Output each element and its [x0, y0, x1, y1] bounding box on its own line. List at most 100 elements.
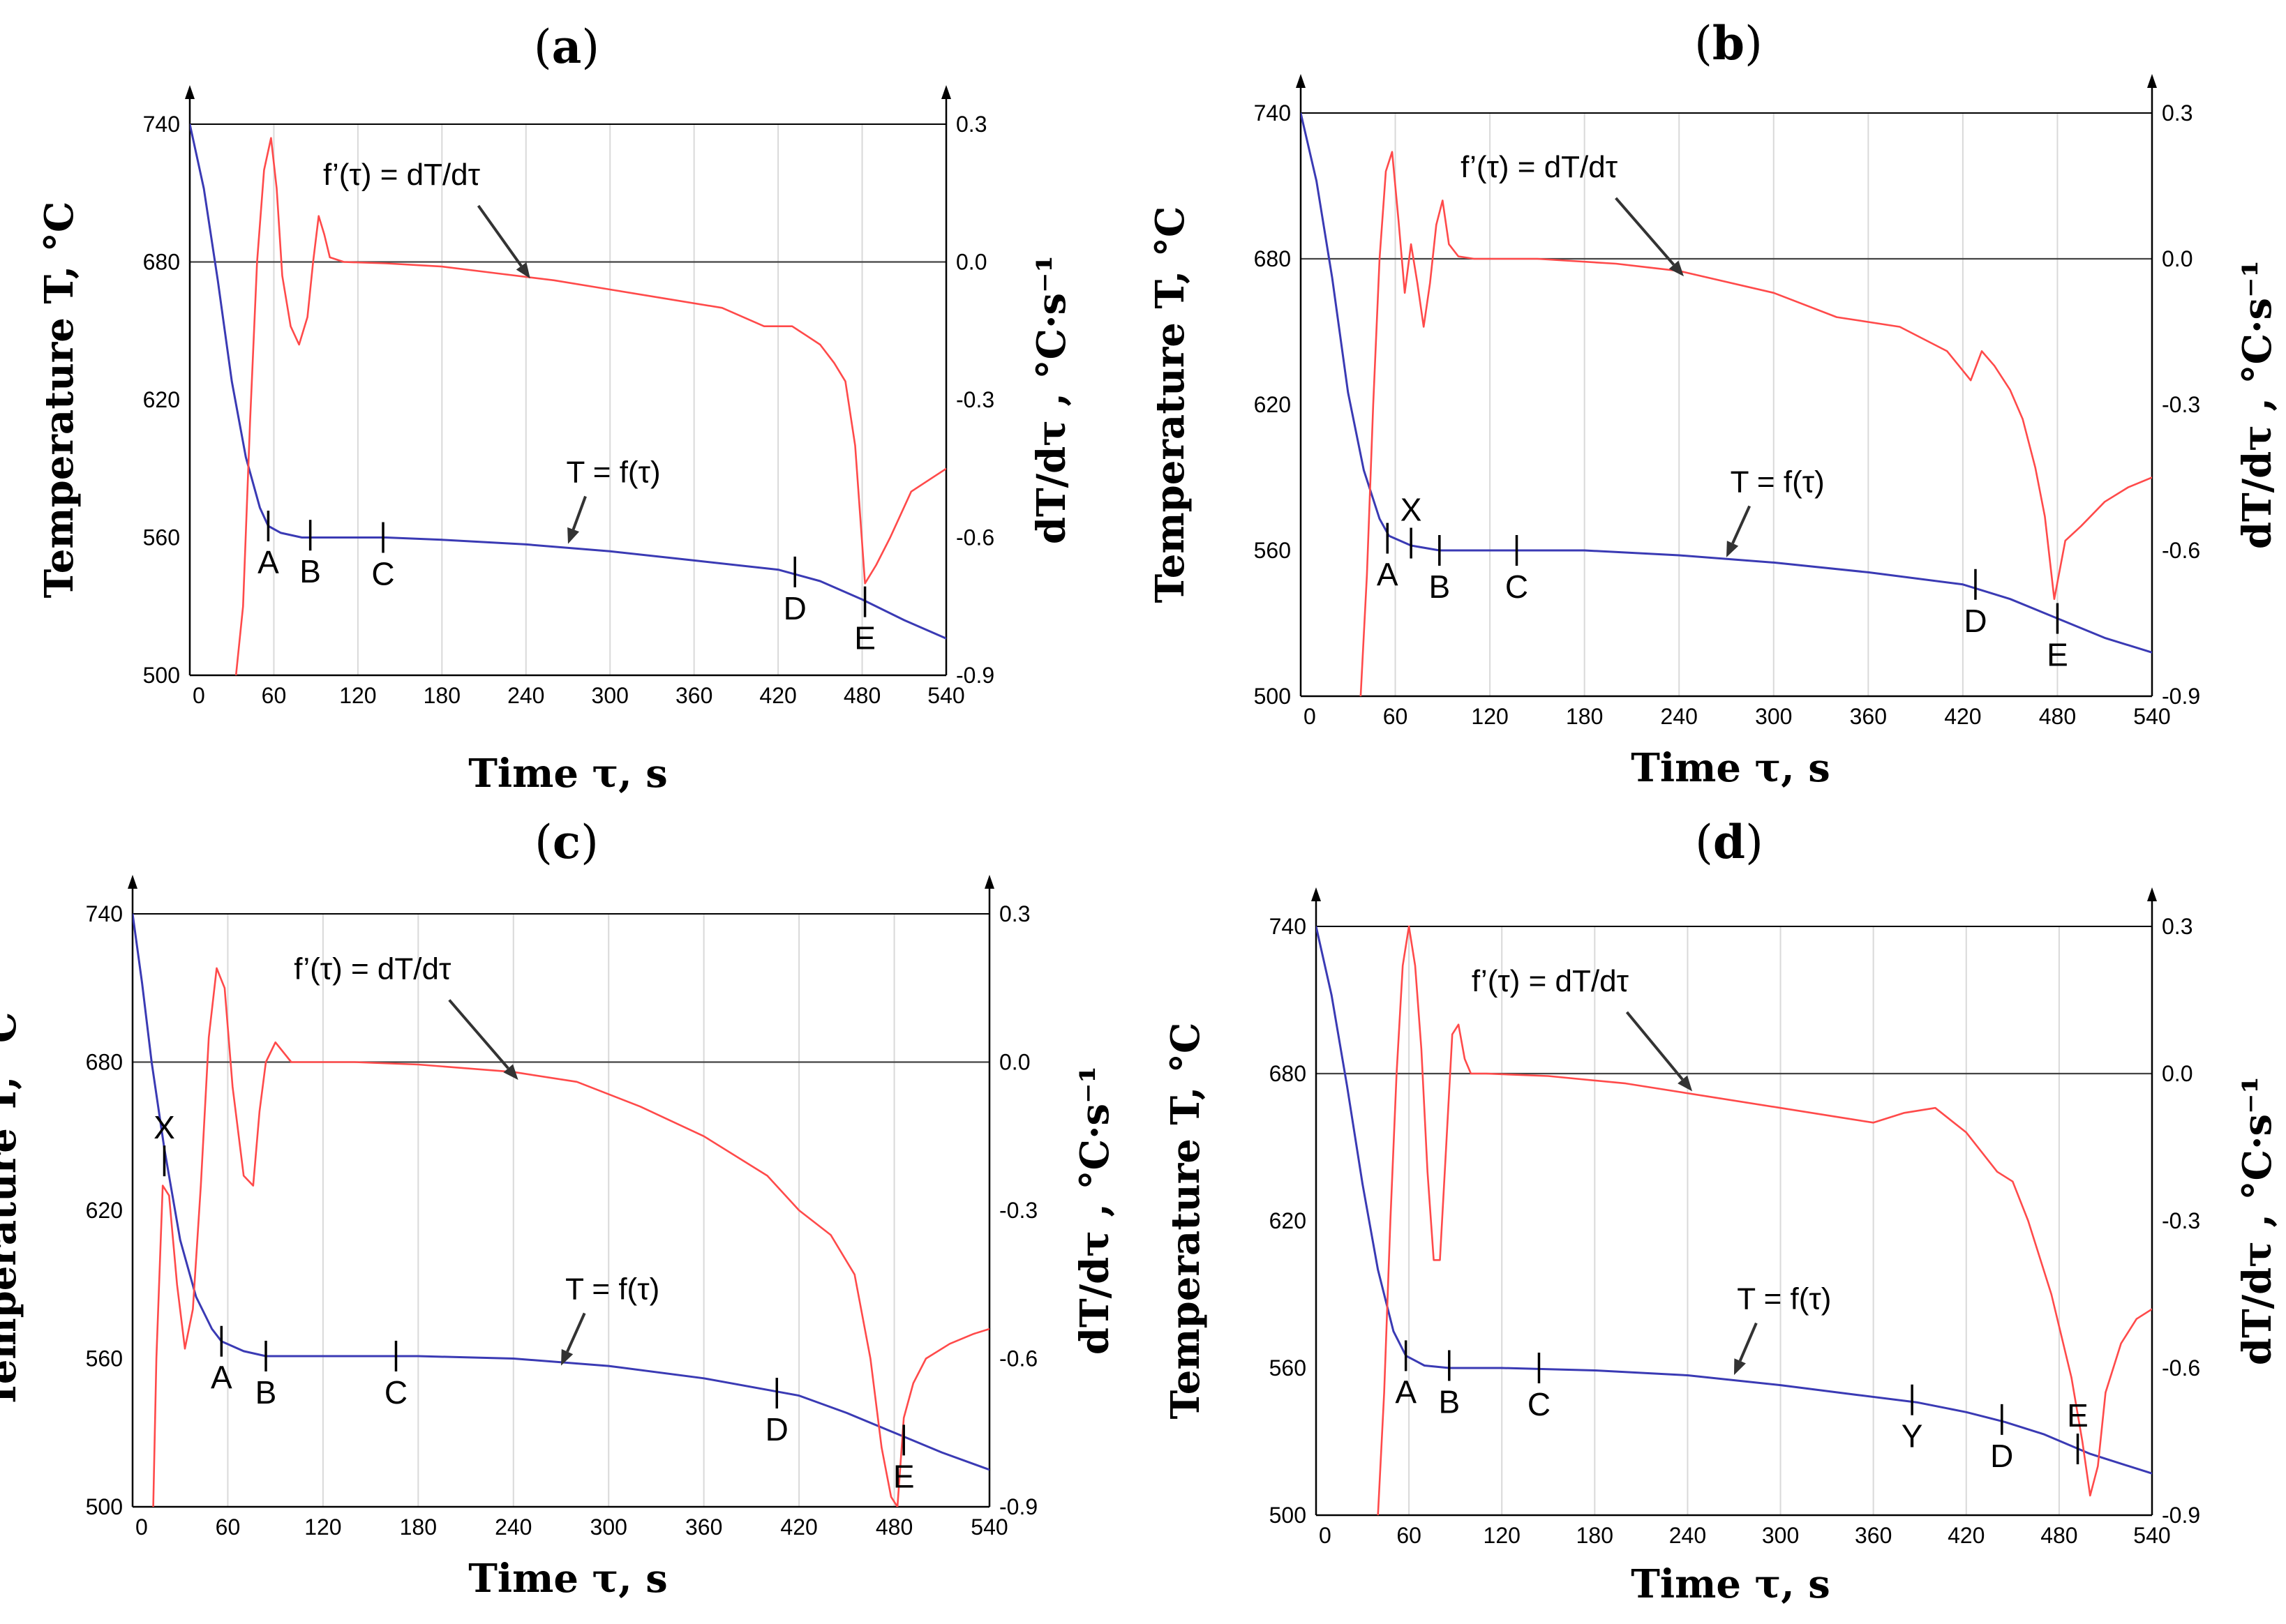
derivative-point	[913, 1383, 914, 1384]
derivative-point	[833, 362, 835, 364]
temperature-point	[1962, 584, 1964, 585]
temperature-point	[1347, 391, 1349, 393]
x-tick-label: 300	[1755, 704, 1792, 729]
x-tick-label: 480	[876, 1514, 913, 1540]
derivative-point	[853, 1274, 856, 1275]
y2-tick-label: -0.3	[956, 387, 994, 412]
temperature-point	[322, 1355, 324, 1357]
derivative-point	[168, 1195, 170, 1196]
y2-tick-label: -0.3	[2162, 392, 2200, 417]
point-marker-label: E	[2047, 637, 2068, 673]
derivative-point	[2136, 1318, 2137, 1320]
derivative-point	[235, 675, 237, 676]
x-tick-label: 360	[685, 1514, 722, 1540]
point-marker-label: B	[1428, 569, 1450, 605]
y2-tick-label: -0.6	[2162, 1355, 2200, 1381]
derivative-point	[819, 344, 821, 345]
y-tick-label: 620	[1254, 392, 1291, 417]
derivative-point	[306, 316, 308, 318]
y2-tick-label: -0.6	[956, 525, 994, 550]
y-axis-left-arrow	[1311, 887, 1321, 901]
x-tick-label: 540	[2133, 704, 2170, 729]
derivative-point	[1417, 283, 1418, 284]
derivative-point	[232, 1086, 234, 1088]
derivative-point	[2151, 476, 2152, 479]
derivative-point	[766, 1175, 768, 1177]
temperature-point	[1316, 926, 1317, 927]
derivative-point	[200, 1185, 202, 1187]
derivative-point	[1872, 1122, 1874, 1124]
derivative-point	[890, 1496, 892, 1498]
temperature-point	[1773, 562, 1775, 564]
temperature-point	[1867, 571, 1869, 573]
temperature-point	[1687, 1374, 1689, 1376]
x-tick-label: 240	[495, 1514, 532, 1540]
derivative-point	[932, 477, 933, 479]
derivative-point	[1377, 1514, 1379, 1515]
y-tick-label: 560	[1254, 538, 1291, 563]
y2-tick-label: -0.6	[2162, 538, 2200, 563]
derivative-point	[639, 1106, 641, 1108]
x-tick-label: 420	[780, 1514, 817, 1540]
y-axis-left-arrow	[128, 875, 137, 889]
temperature-point	[941, 1452, 943, 1453]
temperature-arrow-shaft	[1731, 505, 1751, 544]
temperature-point	[861, 599, 863, 601]
temperature-point	[1388, 535, 1390, 536]
y2-tick-label: -0.3	[999, 1198, 1038, 1223]
temperature-point	[1393, 1330, 1394, 1332]
point-marker-label: A	[211, 1360, 232, 1396]
temperature-point	[1331, 278, 1333, 279]
derivative-point	[2105, 1392, 2107, 1393]
temperature-point	[1779, 1384, 1781, 1386]
temperature-point	[280, 532, 282, 534]
x-axis-title: Time τ, s	[1631, 1561, 1830, 1607]
temperature-point	[893, 1432, 895, 1434]
derivative-point	[2035, 467, 2036, 469]
derivative-point	[256, 261, 258, 263]
x-tick-label: 540	[2133, 1523, 2170, 1548]
y-axis-right-arrow	[2147, 74, 2157, 88]
derivative-point	[903, 1417, 904, 1419]
y-tick-label: 740	[1269, 914, 1306, 939]
x-tick-label: 480	[2039, 704, 2076, 729]
temperature-point	[211, 1328, 213, 1330]
x-tick-label: 120	[1471, 704, 1508, 729]
temperature-annotation: T = f(τ)	[566, 456, 660, 490]
derivative-point	[263, 170, 265, 171]
x-tick-label: 0	[1319, 1523, 1331, 1548]
derivative-point	[162, 1185, 163, 1187]
temperature-point	[2151, 652, 2152, 654]
x-tick-label: 60	[216, 1514, 241, 1540]
temperature-point	[1379, 518, 1380, 520]
point-marker-label: A	[1377, 557, 1398, 593]
derivative-point	[2009, 389, 2011, 391]
temperature-arrow-head	[567, 527, 580, 544]
y2-tick-label: -0.9	[956, 663, 994, 688]
temperature-arrow-head	[561, 1348, 574, 1366]
panel-letter: (d)	[1695, 815, 1763, 869]
y-tick-label: 620	[1269, 1208, 1306, 1233]
x-tick-label: 360	[1850, 704, 1887, 729]
derivative-point	[1718, 1097, 1719, 1099]
y2-tick-label: 0.0	[999, 1050, 1030, 1075]
point-marker-label: D	[1990, 1438, 2013, 1474]
derivative-point	[1396, 1073, 1398, 1074]
y2-tick-label: 0.3	[956, 112, 987, 137]
y-tick-label: 740	[143, 112, 180, 137]
y-tick-label: 560	[143, 525, 180, 550]
derivative-point	[1445, 1146, 1447, 1148]
derivative-point	[2082, 1441, 2083, 1443]
derivative-point	[703, 1136, 705, 1137]
temperature-point	[1424, 1364, 1426, 1367]
derivative-point	[2104, 501, 2105, 503]
panel-d: (d) 0 60 120 180 240 300 360 420 480 540 500 560 620 6…	[1163, 815, 2280, 1607]
temperature-point	[231, 380, 233, 382]
point-marker-label: X	[1400, 492, 1422, 528]
derivative-point	[2120, 1343, 2122, 1344]
temperature-point	[1583, 550, 1585, 551]
panel-c: (c) 0 60 120 180 240 300 360 420 480 540 500 560 620 6…	[0, 815, 1118, 1602]
x-tick-label: 60	[1396, 1523, 1421, 1548]
derivative-point	[798, 1210, 800, 1211]
x-tick-label: 120	[1484, 1523, 1521, 1548]
